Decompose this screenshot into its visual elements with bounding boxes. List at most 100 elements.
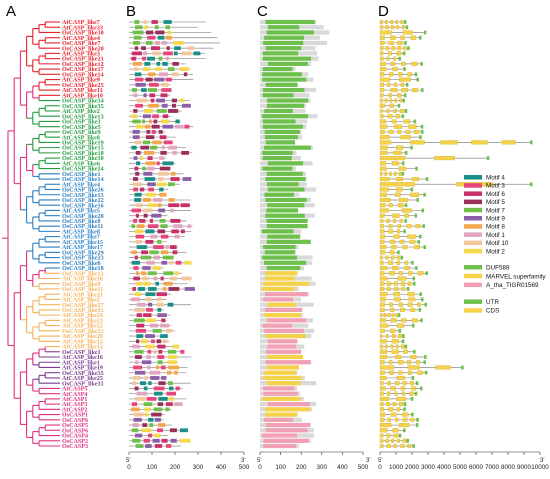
- gene-label: OsCASP1: [62, 413, 88, 419]
- motif-box: [181, 276, 192, 281]
- motif-box: [133, 365, 143, 370]
- utr-box: [420, 130, 424, 134]
- gene-label: AtCASP_like9: [62, 78, 100, 84]
- cds-box: [471, 140, 488, 145]
- utr-box: [410, 145, 413, 150]
- cds-box: [397, 129, 402, 134]
- legend-swatch-motif: [464, 199, 482, 205]
- motif-box: [139, 381, 147, 386]
- motif-box: [162, 339, 167, 344]
- domain-box: [262, 386, 295, 391]
- utr-box: [416, 198, 419, 202]
- utr-box: [398, 56, 401, 61]
- motif-box: [179, 438, 191, 443]
- cds-box: [390, 328, 396, 333]
- tick-label: 100: [275, 464, 286, 471]
- cds-box: [379, 35, 385, 40]
- axis-c-end: 3': [366, 458, 370, 464]
- cds-box: [379, 140, 392, 145]
- motif-box: [131, 402, 138, 407]
- tick-label: 400: [216, 464, 227, 471]
- cds-box: [386, 82, 391, 87]
- utr-box: [412, 276, 416, 281]
- domain-box: [266, 208, 299, 213]
- motif-box: [134, 46, 139, 51]
- motif-box: [153, 386, 165, 391]
- motif-box: [143, 150, 155, 155]
- motif-box: [157, 360, 163, 365]
- cds-box: [379, 224, 384, 229]
- legend-swatch-motif: [464, 216, 482, 221]
- cds-box: [395, 176, 403, 182]
- motif-box: [136, 302, 146, 307]
- motif-box: [173, 41, 184, 45]
- cds-box: [401, 344, 405, 349]
- motif-box: [162, 255, 174, 260]
- motif-box: [158, 130, 163, 134]
- domain-box: [267, 187, 305, 192]
- motif-box: [131, 260, 141, 265]
- gene-label: OsCASP_like31: [62, 308, 104, 314]
- motif-box: [133, 156, 138, 160]
- motif-box: [149, 82, 159, 87]
- utr-box: [407, 46, 410, 51]
- motif-box: [134, 386, 139, 391]
- cds-box: [394, 286, 399, 292]
- motif-box: [145, 297, 152, 302]
- cds-box: [379, 176, 390, 182]
- domain-box: [263, 443, 296, 449]
- motif-box: [160, 224, 168, 229]
- tick-label: 1000: [389, 464, 404, 471]
- motif-box: [148, 433, 153, 438]
- motif-box: [170, 438, 177, 443]
- motif-box: [134, 229, 144, 234]
- motif-box: [145, 412, 149, 417]
- motif-box: [143, 93, 147, 98]
- domain-box: [265, 412, 297, 417]
- tick-label: 8000: [501, 464, 516, 471]
- gene-label: AtCASP5: [62, 387, 87, 393]
- cds-box: [388, 51, 392, 56]
- cds-box: [385, 46, 389, 51]
- cds-box: [389, 271, 395, 276]
- motif-box: [141, 46, 146, 51]
- motif-box: [131, 56, 137, 61]
- motif-box: [158, 423, 166, 427]
- utr-box: [415, 266, 418, 270]
- tick-label: 200: [296, 464, 307, 471]
- cds-box: [408, 297, 416, 302]
- motif-box: [163, 281, 173, 286]
- cds-box: [406, 224, 412, 229]
- motif-box: [135, 171, 140, 176]
- gene-label: OsCASP_like9: [62, 282, 101, 288]
- cds-box: [398, 271, 403, 276]
- legend-label-domain: MARVEL superfamily: [486, 273, 546, 280]
- legend-label-structure: CDS: [486, 308, 499, 315]
- cds-box: [396, 438, 400, 443]
- gene-label: AtCASP_like1: [62, 360, 100, 366]
- cds-box: [379, 46, 384, 51]
- motif-box: [136, 203, 143, 208]
- cds-box: [400, 281, 405, 286]
- motif-box: [180, 428, 188, 433]
- cds-box: [399, 239, 405, 244]
- motif-box: [148, 287, 157, 291]
- domain-box: [264, 250, 295, 255]
- domain-box: [264, 108, 293, 114]
- motif-box: [159, 187, 164, 192]
- cds-box: [386, 281, 392, 286]
- cds-box: [403, 46, 407, 51]
- motif-box: [131, 224, 136, 229]
- motif-box: [132, 376, 141, 380]
- utr-box: [401, 114, 405, 119]
- cds-box: [399, 197, 408, 203]
- cds-box: [390, 35, 396, 40]
- utr-box: [398, 433, 402, 438]
- cds-box: [379, 208, 389, 213]
- tick-label: 0: [378, 464, 382, 471]
- cds-box: [407, 443, 412, 449]
- domain-box: [262, 119, 296, 124]
- motif-box: [163, 51, 173, 56]
- motif-box: [143, 140, 150, 145]
- cds-box: [408, 124, 417, 129]
